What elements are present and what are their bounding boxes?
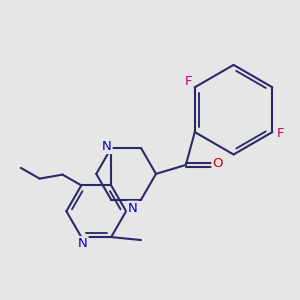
Text: N: N (78, 237, 88, 250)
Text: N: N (102, 140, 112, 153)
Text: N: N (128, 202, 138, 215)
Text: F: F (184, 75, 192, 88)
Text: F: F (277, 127, 284, 140)
Text: O: O (212, 157, 223, 170)
